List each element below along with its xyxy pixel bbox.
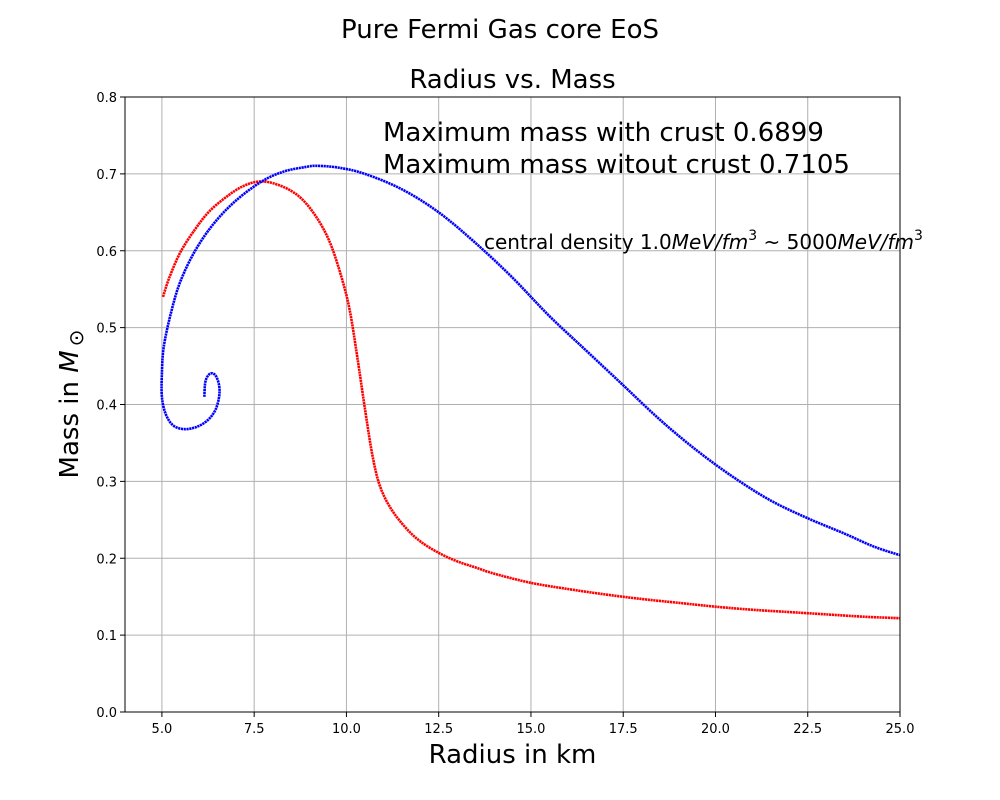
density-unit-2: MeV/fm (838, 230, 915, 254)
x-tick-label: 12.5 (424, 722, 453, 737)
y-tick-label: 0.8 (96, 91, 117, 106)
y-tick-label: 0.5 (96, 322, 117, 337)
tick-layer: 5.0 7.5 10.0 12.5 15.0 17.5 20.0 22.5 25.0 0.0 0.1… (96, 91, 914, 737)
y-tick-label: 0.2 (96, 552, 117, 567)
y-tick-label: 0.1 (96, 629, 117, 644)
y-tick-label: 0.6 (96, 245, 117, 260)
x-tick-label: 15.0 (516, 722, 545, 737)
series-layer (160, 164, 901, 620)
y-axis-label-symbol: M (55, 350, 85, 372)
density-prefix: central density 1.0 (484, 230, 672, 254)
density-mid: ~ 5000 (757, 230, 837, 254)
series-0-curve (161, 180, 901, 620)
y-tick-label: 0.4 (96, 399, 117, 414)
series-1-curve (160, 164, 901, 557)
annotation-max-without-crust: Maximum mass witout crust 0.7105 (383, 150, 850, 180)
x-tick-label: 20.0 (701, 722, 730, 737)
grid-layer (125, 96, 901, 713)
x-tick-label: 17.5 (609, 722, 638, 737)
x-axis-label: Radius in km (429, 740, 597, 770)
annotation-max-with-crust: Maximum mass with crust 0.6899 (383, 118, 824, 148)
y-tick-label: 0.3 (96, 475, 117, 490)
y-tick-label: 0.7 (96, 168, 117, 183)
y-tick-label: 0.0 (96, 706, 117, 721)
annotation-central-density: central density 1.0MeV/fm3 ~ 5000MeV/fm3 (484, 228, 923, 254)
chart-title: Radius vs. Mass (409, 65, 615, 95)
x-tick-label: 7.5 (244, 722, 265, 737)
density-exp-1: 3 (748, 228, 757, 244)
x-tick-label: 10.0 (332, 722, 361, 737)
y-axis-label-subscript: ⊙ (64, 330, 88, 347)
x-tick-label: 22.5 (793, 722, 822, 737)
density-unit-1: MeV/fm (672, 230, 749, 254)
y-axis-label-text: Mass in (55, 373, 85, 479)
x-tick-label: 25.0 (886, 722, 915, 737)
x-tick-label: 5.0 (152, 722, 173, 737)
density-exp-2: 3 (914, 228, 923, 244)
y-axis-label: Mass in M ⊙ (55, 330, 88, 479)
chart-suptitle: Pure Fermi Gas core EoS (341, 15, 659, 45)
